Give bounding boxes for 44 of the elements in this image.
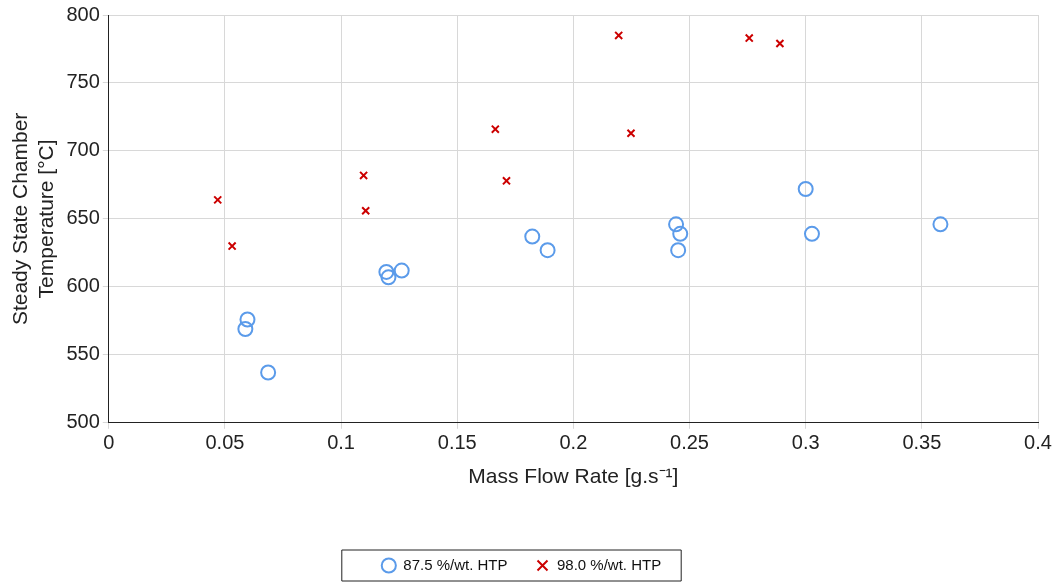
point: [524, 228, 541, 245]
x-tick-label: 0.2: [559, 431, 588, 454]
point: [614, 30, 624, 40]
point: [260, 364, 277, 381]
point: [803, 225, 820, 242]
point: [227, 241, 237, 251]
point: [626, 128, 636, 138]
x-tick-label: 0.15: [437, 431, 477, 454]
point: [501, 176, 512, 186]
x-tick-label: 0.35: [902, 431, 942, 454]
point: [672, 225, 689, 242]
y-tick-label: 800: [66, 2, 100, 25]
point: [380, 269, 397, 286]
point: [361, 206, 371, 216]
x-tick-label: 0.1: [327, 431, 355, 454]
point: [237, 321, 254, 338]
x-tick-label: 0.3: [791, 431, 820, 454]
point: [932, 216, 949, 233]
y-tick-label: 500: [66, 410, 100, 433]
point: [744, 33, 754, 43]
point: [670, 242, 687, 259]
point: [490, 124, 500, 134]
x-tick-label: 0.4: [1024, 431, 1052, 454]
x-tick-label: 0.05: [205, 431, 245, 454]
y-tick-label: 650: [66, 206, 100, 229]
y-tick-label: 600: [66, 274, 100, 297]
x-axis-title: Mass Flow Rate [g.s⁻¹]: [468, 464, 679, 488]
y-tick-label: 550: [66, 342, 100, 365]
point: [239, 311, 256, 328]
x-tick-label: 0: [103, 431, 115, 454]
y-tick-label: 750: [66, 70, 100, 93]
y-tick-label: 700: [66, 138, 100, 161]
y-axis-title: Steady State Chamber Temperature [°C]: [8, 112, 57, 326]
point: [393, 262, 410, 279]
legend-label: 98.0 %/wt. HTP: [557, 555, 662, 573]
point: [797, 181, 814, 197]
x-tick-label: 0.25: [670, 431, 710, 454]
point: [359, 170, 369, 180]
point: [775, 39, 785, 49]
point: [539, 242, 556, 259]
legend-label: 87.5 %/wt. HTP: [403, 555, 508, 573]
point: [213, 195, 223, 205]
point: [668, 216, 685, 233]
point: [378, 263, 395, 280]
